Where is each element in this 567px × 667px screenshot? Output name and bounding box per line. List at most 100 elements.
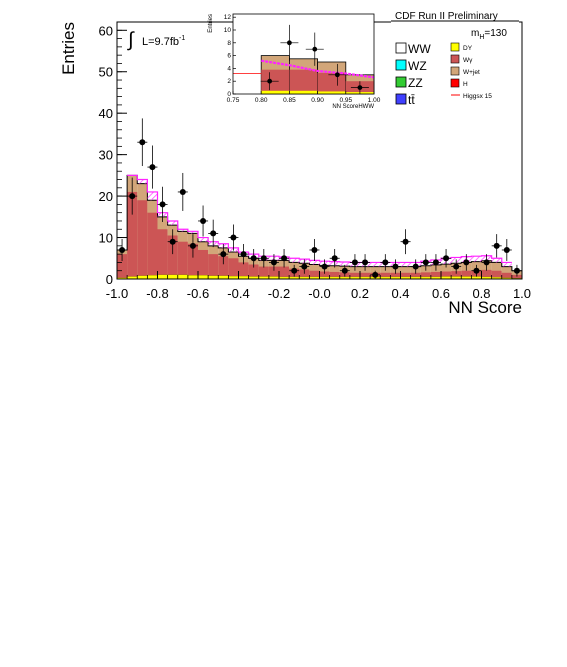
data-point bbox=[220, 251, 227, 258]
bar-dy bbox=[177, 274, 189, 280]
inset-x-tick-label: 0.80 bbox=[255, 97, 268, 104]
data-point bbox=[119, 246, 126, 253]
bar-wgamma bbox=[481, 269, 492, 279]
bar-dy bbox=[197, 275, 209, 280]
data-point bbox=[301, 263, 308, 270]
legend-swatch bbox=[395, 76, 407, 88]
data-point bbox=[240, 251, 247, 258]
inset-data-point bbox=[312, 46, 318, 52]
bar-wgamma bbox=[319, 271, 330, 279]
legend-swatch bbox=[395, 59, 407, 71]
signal-band bbox=[289, 258, 300, 263]
bar-wgamma bbox=[127, 191, 138, 279]
inset-x-tick-label: 1.00 bbox=[368, 97, 381, 104]
inset-y-tick-label: 0 bbox=[227, 91, 231, 98]
x-tick-label: 0.8 bbox=[472, 286, 490, 301]
inset-bar-wgamma bbox=[317, 72, 346, 94]
bar-wgamma bbox=[511, 274, 522, 279]
y-tick-label: 40 bbox=[99, 106, 113, 121]
x-tick-label: 1.0 bbox=[513, 286, 531, 301]
legend-swatch bbox=[395, 93, 407, 105]
signal-band bbox=[339, 262, 350, 267]
data-point bbox=[473, 267, 480, 274]
inset-y-tick-label: 8 bbox=[227, 40, 231, 47]
signal-band bbox=[471, 256, 482, 262]
x-tick-label: 0.2 bbox=[351, 286, 369, 301]
legend: mH=130 WW WZ ZZ tt̄ DY Wγ W+jet H Higgsx 15 bbox=[391, 22, 519, 107]
inset-bar-wgamma bbox=[261, 69, 290, 94]
legend-label: WW bbox=[408, 42, 431, 56]
x-tick-label: -0.4 bbox=[227, 286, 249, 301]
bar-wjet bbox=[491, 262, 502, 279]
inset-x-tick-label: 0.75 bbox=[227, 97, 240, 104]
data-point bbox=[493, 242, 500, 249]
legend-label: H bbox=[463, 81, 468, 88]
inset-y-tick-label: 10 bbox=[224, 27, 232, 34]
inset-data-points bbox=[260, 24, 369, 94]
signal-line bbox=[127, 174, 512, 264]
bar-wgamma bbox=[349, 272, 360, 279]
data-point bbox=[210, 230, 217, 237]
bar-wgamma bbox=[491, 270, 502, 279]
data-point bbox=[412, 263, 419, 270]
bar-wgamma bbox=[137, 200, 148, 279]
inset-x-tick-label: 0.90 bbox=[311, 97, 324, 104]
bar-wgamma bbox=[451, 271, 462, 279]
inset-bar-dy bbox=[261, 90, 290, 94]
data-point bbox=[362, 259, 369, 266]
legend-swatch bbox=[450, 42, 460, 52]
signal-band bbox=[147, 191, 158, 201]
bar-wgamma bbox=[329, 271, 340, 279]
bar-wgamma bbox=[167, 235, 178, 279]
inset-frame bbox=[232, 13, 375, 95]
data-point bbox=[260, 255, 267, 262]
data-point bbox=[149, 164, 156, 171]
bar-wgamma bbox=[198, 249, 209, 279]
bar-wgamma bbox=[279, 266, 290, 279]
data-point bbox=[281, 255, 288, 262]
legend-swatch bbox=[450, 66, 460, 76]
inset-signal-overlay bbox=[261, 59, 375, 79]
inset-y-axis-label: Entries bbox=[208, 14, 214, 33]
main-axes: -1.0 -0.8 -0.6 -0.4 -0.2 -0.0 0.2 0.4 0.6 0.8 1.00… bbox=[99, 23, 532, 301]
legend-label: W+jet bbox=[463, 69, 480, 76]
bar-wgamma bbox=[228, 258, 239, 279]
inset-y-tick-label: 4 bbox=[227, 65, 231, 72]
data-point bbox=[139, 139, 146, 146]
data-point bbox=[483, 259, 490, 266]
signal-band bbox=[309, 260, 320, 265]
inset-chart: 0.75 0.80 0.85 0.90 0.95 1.00 0 2 4 6 8 10 12 Entrie… bbox=[208, 13, 381, 110]
data-points bbox=[117, 118, 522, 279]
data-point bbox=[200, 217, 207, 224]
y-tick-label: 50 bbox=[99, 65, 113, 80]
inset-data-point bbox=[287, 40, 292, 46]
chart-title: CDF Run II Preliminary bbox=[395, 11, 498, 22]
data-point bbox=[311, 246, 318, 253]
x-tick-label: -0.2 bbox=[268, 286, 290, 301]
inset-x-axis-label: NN ScoreHWW bbox=[332, 104, 374, 110]
data-point bbox=[189, 242, 196, 249]
y-tick-label: 0 bbox=[106, 272, 113, 287]
bar-wgamma bbox=[299, 269, 310, 279]
inset-y-tick-label: 6 bbox=[227, 53, 231, 60]
bar-wgamma bbox=[430, 271, 441, 279]
data-point bbox=[341, 267, 348, 274]
bar-wgamma bbox=[187, 243, 198, 279]
y-tick-label: 60 bbox=[99, 23, 113, 38]
bar-wgamma bbox=[208, 254, 219, 279]
inset-y-tick-label: 12 bbox=[224, 14, 232, 21]
inset-data-point bbox=[357, 85, 363, 90]
inset-stacked-histogram bbox=[233, 55, 375, 95]
inset-x-tick-label: 0.85 bbox=[283, 97, 296, 104]
data-point bbox=[513, 267, 520, 274]
integral-symbol: ∫ bbox=[127, 29, 135, 51]
legend-label: tt̄ bbox=[408, 93, 415, 107]
data-point bbox=[432, 259, 439, 266]
data-point bbox=[169, 238, 176, 245]
signal-band bbox=[137, 179, 148, 184]
legend-label: ZZ bbox=[408, 76, 423, 90]
legend-swatch bbox=[395, 42, 407, 54]
signal-band bbox=[187, 231, 198, 234]
signal-band bbox=[167, 220, 178, 226]
signal-band bbox=[501, 262, 512, 267]
